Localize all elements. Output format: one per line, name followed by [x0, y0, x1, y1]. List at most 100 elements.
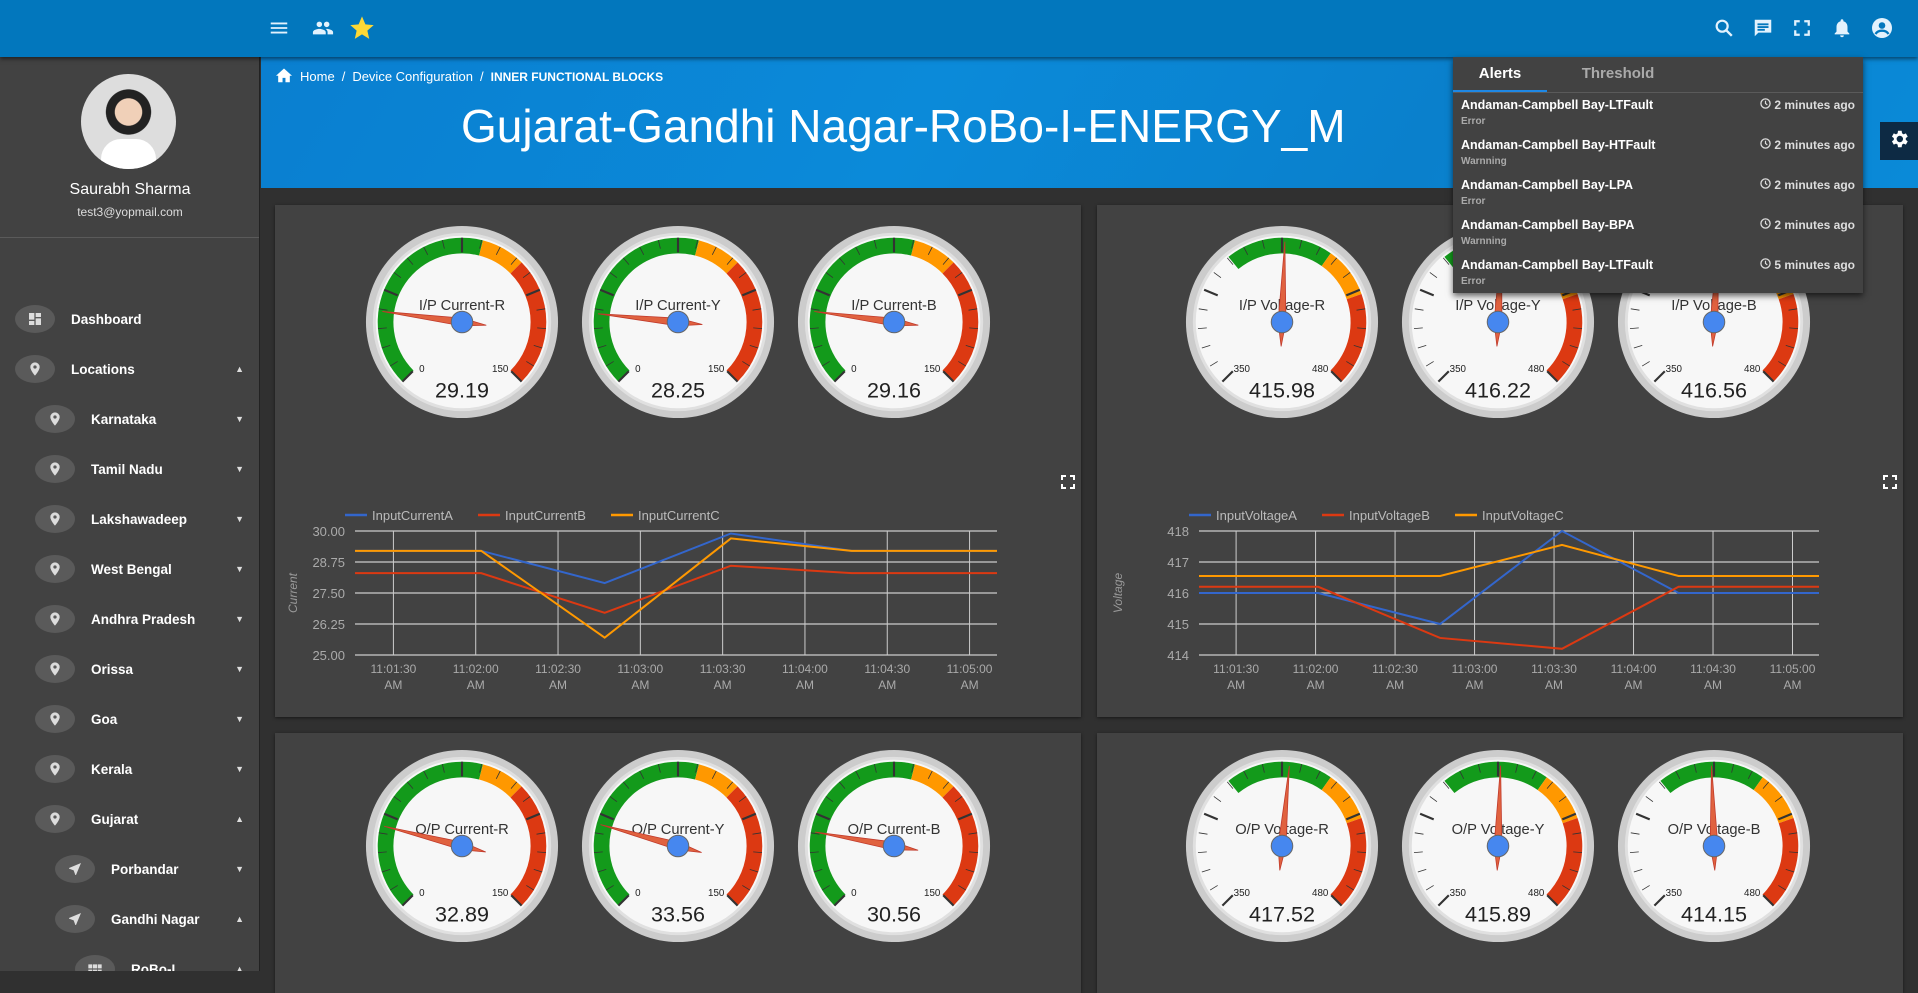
- legend-label[interactable]: InputCurrentC: [638, 508, 720, 523]
- gauge-tick: [821, 361, 830, 367]
- gauge-tick: [1477, 763, 1481, 773]
- clock-icon: [1760, 98, 1772, 112]
- chevron-down-icon[interactable]: ▼: [235, 864, 244, 874]
- gauge-value: 28.25: [651, 377, 705, 402]
- gauge-tick: [1641, 361, 1650, 367]
- bell-icon[interactable]: [1828, 14, 1856, 42]
- sidebar-item-robo-i[interactable]: RoBo-I ▲: [0, 946, 259, 971]
- gauge-tick: [726, 370, 739, 383]
- gauge-value: 415.98: [1249, 377, 1315, 402]
- gauge-tick: [1413, 851, 1423, 854]
- sidebar-item-west-bengal[interactable]: West Bengal ▼: [0, 546, 259, 592]
- chevron-down-icon[interactable]: ▼: [235, 764, 244, 774]
- alert-time: 2 minutes ago: [1774, 218, 1855, 232]
- gauge-tick: [1789, 327, 1799, 330]
- alert-item[interactable]: Andaman-Campbell Bay-LTFault Error 5 minut…: [1453, 253, 1863, 293]
- sidebar-item-goa[interactable]: Goa ▼: [0, 696, 259, 742]
- sidebar-item-lakshawadeep[interactable]: Lakshawadeep ▼: [0, 496, 259, 542]
- legend-label[interactable]: InputCurrentA: [372, 508, 453, 523]
- sidebar-item-gandhi-nagar[interactable]: Gandhi Nagar ▲: [0, 896, 259, 942]
- chevron-up-icon[interactable]: ▲: [235, 914, 244, 924]
- chevron-down-icon[interactable]: ▼: [235, 464, 244, 474]
- breadcrumb-home[interactable]: Home: [300, 69, 335, 84]
- fullscreen-icon[interactable]: [1788, 14, 1816, 42]
- legend-label[interactable]: InputVoltageA: [1216, 508, 1297, 523]
- sidebar-item-locations[interactable]: Locations ▲: [0, 346, 259, 392]
- chevron-up-icon[interactable]: ▲: [235, 364, 244, 374]
- chat-icon[interactable]: [1749, 14, 1777, 42]
- tab-alerts[interactable]: Alerts: [1453, 57, 1547, 92]
- gauge-tick: [1653, 370, 1666, 383]
- chevron-up-icon[interactable]: ▲: [235, 814, 244, 824]
- gauge-tick: [695, 763, 699, 773]
- y-tick-label: 28.75: [312, 555, 345, 570]
- sidebar: Saurabh Sharma test3@yopmail.com Dashboa…: [0, 57, 260, 971]
- legend-label[interactable]: InputVoltageC: [1482, 508, 1564, 523]
- alert-time: 5 minutes ago: [1774, 258, 1855, 272]
- gauge-tick: [1641, 885, 1650, 891]
- home-icon[interactable]: [275, 67, 293, 86]
- settings-button[interactable]: [1880, 122, 1918, 160]
- sidebar-item-andhra-pradesh[interactable]: Andhra Pradesh ▼: [0, 596, 259, 642]
- gauge-tick: [389, 361, 398, 367]
- gauge-tick: [537, 851, 547, 854]
- gauge-zone: [510, 786, 547, 906]
- chevron-down-icon[interactable]: ▼: [235, 714, 244, 724]
- gauge-tick: [1762, 370, 1775, 383]
- alert-item[interactable]: Andaman-Campbell Bay-LPA Error 2 minutes a…: [1453, 173, 1863, 213]
- gauge-tick: [533, 344, 543, 349]
- fullscreen-icon[interactable]: [1061, 475, 1075, 489]
- sidebar-item-tamil-nadu[interactable]: Tamil Nadu ▼: [0, 446, 259, 492]
- chevron-up-icon[interactable]: ▲: [235, 964, 244, 971]
- alert-time: 2 minutes ago: [1774, 138, 1855, 152]
- chevron-down-icon[interactable]: ▼: [235, 414, 244, 424]
- sidebar-item-label: Tamil Nadu: [91, 461, 163, 477]
- gauge-zone: [593, 761, 699, 906]
- sidebar-item-porbandar[interactable]: Porbandar ▼: [0, 846, 259, 892]
- people-icon[interactable]: [309, 14, 337, 42]
- legend-label[interactable]: InputVoltageB: [1349, 508, 1430, 523]
- fullscreen-icon[interactable]: [1883, 475, 1897, 489]
- gauge-tick: [1243, 770, 1249, 779]
- chevron-down-icon[interactable]: ▼: [235, 614, 244, 624]
- gauge-tick: [873, 763, 877, 773]
- star-icon[interactable]: [348, 14, 376, 42]
- gauge-tick: [1653, 894, 1666, 907]
- sidebar-item-karnataka[interactable]: Karnataka ▼: [0, 396, 259, 442]
- menu-icon[interactable]: [265, 14, 293, 42]
- alert-item[interactable]: Andaman-Campbell Bay-HTFault Warnning 2 mi…: [1453, 133, 1863, 173]
- chevron-down-icon[interactable]: ▼: [235, 564, 244, 574]
- sidebar-item-dashboard[interactable]: Dashboard: [0, 296, 259, 342]
- gauge-tick: [1353, 868, 1363, 873]
- sidebar-item-kerala[interactable]: Kerala ▼: [0, 746, 259, 792]
- legend-label[interactable]: InputCurrentB: [505, 508, 586, 523]
- gauge-zone: [695, 240, 738, 274]
- sidebar-item-label: Porbandar: [111, 861, 179, 877]
- tab-threshold[interactable]: Threshold: [1581, 65, 1655, 82]
- x-tick-label: 11:05:00: [1770, 662, 1816, 676]
- notifications-dropdown: Alerts Threshold Andaman-Campbell Bay-LT…: [1453, 57, 1863, 293]
- account-icon[interactable]: [1868, 14, 1896, 42]
- gauge-tick: [1630, 832, 1640, 835]
- gauge-tick: [657, 763, 661, 773]
- alert-item[interactable]: Andaman-Campbell Bay-BPA Warnning 2 minute…: [1453, 213, 1863, 253]
- gauge-zone: [911, 764, 954, 798]
- gauge-tick: [377, 327, 387, 330]
- search-icon[interactable]: [1710, 14, 1738, 42]
- alert-item[interactable]: Andaman-Campbell Bay-LTFault Error 2 minut…: [1453, 93, 1863, 133]
- chevron-down-icon[interactable]: ▼: [235, 664, 244, 674]
- breadcrumb-device-configuration[interactable]: Device Configuration: [352, 69, 473, 84]
- sidebar-item-gujarat[interactable]: Gujarat ▲: [0, 796, 259, 842]
- chevron-down-icon[interactable]: ▼: [235, 514, 244, 524]
- gauge-tick: [1762, 781, 1770, 789]
- gauge-value: 29.19: [435, 377, 489, 402]
- gauge-tick: [927, 770, 933, 779]
- gauge-tick: [1419, 288, 1435, 297]
- gauge-tick: [911, 763, 915, 773]
- location-pin-icon: [35, 655, 75, 683]
- sidebar-item-orissa[interactable]: Orissa ▼: [0, 646, 259, 692]
- gauge-tick: [815, 288, 831, 297]
